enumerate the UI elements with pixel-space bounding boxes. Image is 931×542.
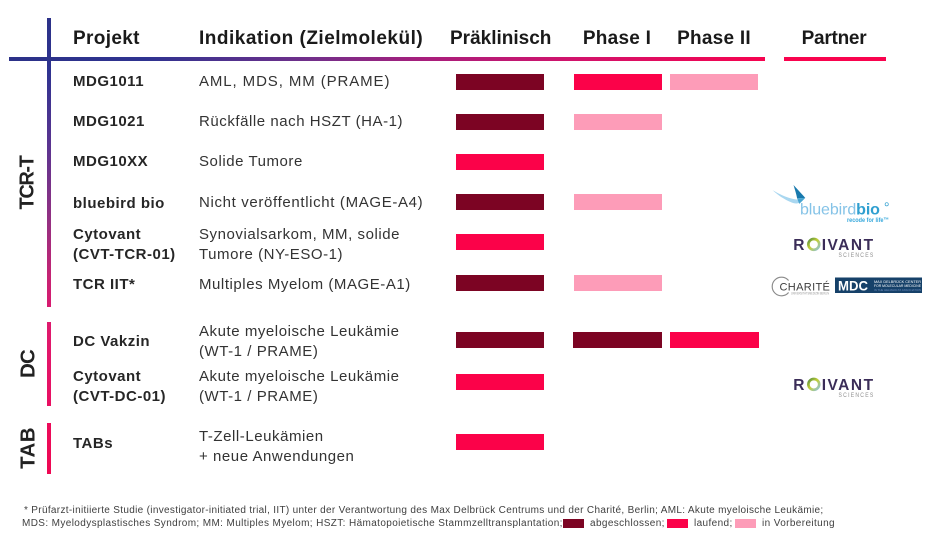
svg-text:SCIENCES: SCIENCES [839,392,875,399]
svg-text:MDC: MDC [838,277,868,293]
svg-text:MAX DELBRÜCK CENTER: MAX DELBRÜCK CENTER [874,280,922,284]
svg-text:FOR MOLECULAR MEDICINE: FOR MOLECULAR MEDICINE [874,284,922,288]
svg-text:R: R [793,237,804,254]
svg-text:SCIENCES: SCIENCES [839,252,875,259]
svg-text:UNIVERSITÄTSMEDIZIN BERLIN: UNIVERSITÄTSMEDIZIN BERLIN [791,291,829,295]
svg-text:bluebirdbio: bluebirdbio [800,202,880,219]
svg-text:IVANT: IVANT [822,237,875,254]
svg-text:R: R [793,377,804,394]
svg-text:recode for life™: recode for life™ [847,217,889,224]
svg-text:IVANT: IVANT [822,377,875,394]
svg-text:CHARITÉ: CHARITÉ [780,280,831,293]
svg-text:IN THE HELMHOLTZ ASSOCIATION: IN THE HELMHOLTZ ASSOCIATION [874,288,921,292]
